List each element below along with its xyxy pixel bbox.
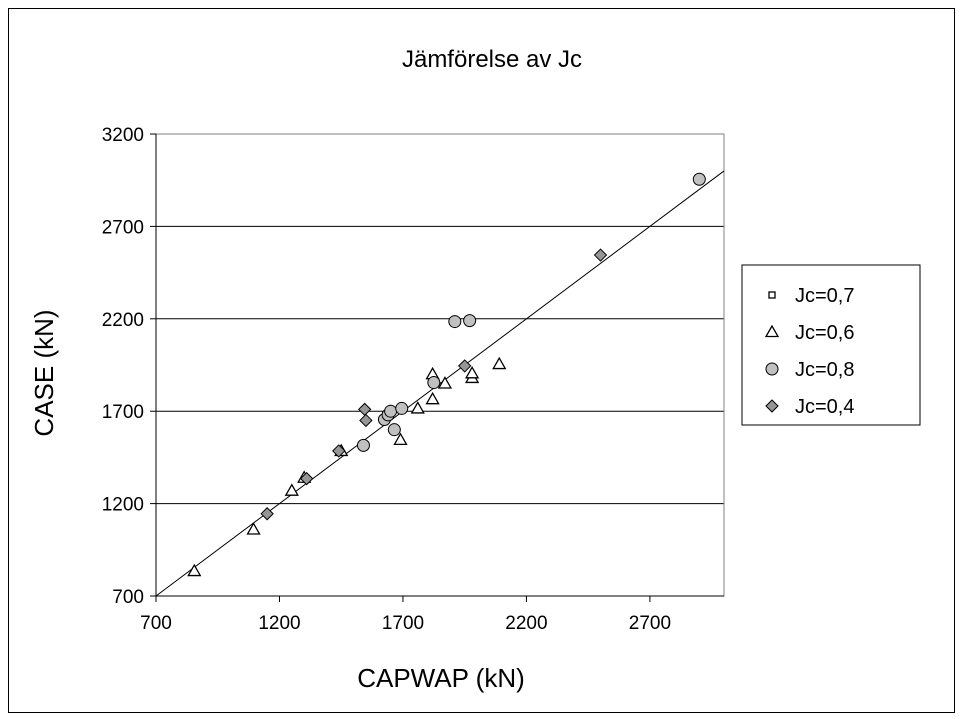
data-points [187, 172, 706, 577]
legend-marker-square [768, 291, 776, 299]
chart-title: Jämförelse av Jc [402, 46, 582, 73]
data-point-circle [356, 438, 370, 452]
data-point-diamond [457, 359, 472, 373]
legend: Jc=0,7 Jc=0,6 Jc=0,8 Jc=0,4 [741, 264, 921, 426]
y-tick-label: 2200 [102, 310, 144, 331]
axes: 700 1200 1700 2200 2700 3200 700 1200 1700 2200 27… [102, 125, 724, 634]
data-point-diamond [359, 413, 373, 428]
data-point-circle [427, 376, 441, 390]
data-point-triangle [437, 376, 453, 389]
legend-marker-diamond [765, 399, 779, 413]
data-point-diamond [332, 444, 346, 458]
chart-frame: Jämförelse av Jc 700 1200 1700 2200 2700 3200… [8, 8, 955, 713]
data-point-circle [387, 423, 401, 437]
data-point-triangle [464, 366, 480, 379]
data-point-circle [463, 314, 477, 328]
data-point-diamond [593, 248, 608, 262]
x-axis-label: CAPWAP (kN) [357, 663, 525, 693]
legend-marker-circle [765, 362, 779, 376]
data-point-diamond [299, 471, 314, 486]
legend-label: Jc=0,6 [795, 322, 854, 344]
data-point-circle [395, 401, 409, 415]
x-tick-label: 700 [140, 613, 172, 634]
data-point-triangle [284, 483, 299, 496]
y-tick-label: 2700 [102, 217, 144, 238]
data-point-triangle [410, 401, 425, 414]
y-axis-label: CASE (kN) [29, 309, 59, 436]
y-tick-label: 1200 [102, 495, 144, 516]
plot-area [155, 133, 725, 597]
data-point-circle [692, 172, 706, 186]
data-point-triangle [246, 522, 261, 535]
y-tick-label: 700 [112, 587, 144, 608]
x-tick-label: 1200 [258, 613, 300, 634]
x-tick-label: 2200 [505, 613, 547, 634]
legend-label: Jc=0,8 [795, 359, 854, 381]
x-tick-label: 1700 [382, 613, 424, 634]
grid-lines [156, 133, 724, 505]
y-tick-label: 3200 [102, 125, 144, 146]
scatter-chart: Jämförelse av Jc 700 1200 1700 2200 2700 3200… [29, 46, 921, 693]
data-point-diamond [260, 507, 274, 521]
x-tick-label: 2700 [629, 613, 671, 634]
data-point-triangle [393, 432, 408, 445]
data-point-circle [384, 404, 398, 418]
legend-label: Jc=0,4 [795, 396, 854, 418]
data-point-triangle [492, 356, 507, 370]
data-point-triangle [425, 391, 440, 405]
legend-marker-triangle [764, 324, 780, 338]
legend-label: Jc=0,7 [795, 285, 854, 307]
data-point-triangle [187, 563, 202, 577]
y-tick-label: 1700 [102, 402, 144, 423]
data-point-diamond [357, 402, 372, 417]
data-point-circle [448, 315, 462, 329]
